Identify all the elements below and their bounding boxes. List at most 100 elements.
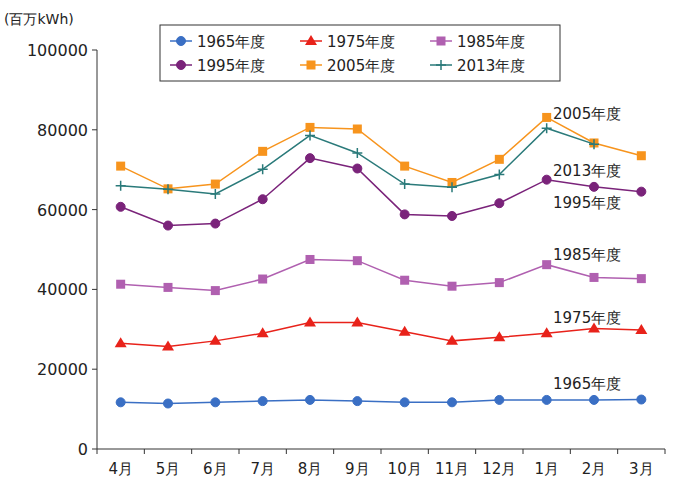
plot-area <box>115 113 648 408</box>
marker <box>116 181 126 191</box>
marker <box>116 280 125 289</box>
marker <box>353 164 362 173</box>
marker <box>351 317 363 327</box>
legend-label: 1975年度 <box>327 33 395 51</box>
y-tick <box>92 289 97 290</box>
marker <box>637 395 646 404</box>
x-tick <box>570 449 571 454</box>
marker <box>494 169 504 179</box>
marker <box>163 184 173 194</box>
marker <box>493 331 505 341</box>
marker <box>257 327 269 337</box>
y-tick <box>92 209 97 210</box>
marker <box>400 179 410 189</box>
marker <box>448 282 457 291</box>
x-tick <box>523 449 524 454</box>
marker <box>541 327 553 337</box>
marker <box>162 340 174 350</box>
y-tick-label: 20000 <box>37 360 88 379</box>
annotation: 2013年度 <box>553 162 621 180</box>
x-tick-label: 1月 <box>534 460 559 478</box>
x-tick <box>428 449 429 454</box>
marker <box>542 395 551 404</box>
x-tick-label: 8月 <box>298 460 323 478</box>
legend: 1965年度1975年度1985年度1995年度2005年度2013年度 <box>160 25 560 81</box>
legend-marker <box>177 37 186 46</box>
y-tick <box>92 129 97 130</box>
marker <box>353 125 362 134</box>
marker <box>495 199 504 208</box>
marker <box>447 182 457 192</box>
legend-marker <box>437 37 446 46</box>
marker <box>400 398 409 407</box>
x-tick-label: 10月 <box>388 460 422 478</box>
x-tick-label: 11月 <box>435 460 469 478</box>
series <box>116 123 599 199</box>
x-tick <box>381 449 382 454</box>
marker <box>542 175 551 184</box>
y-tick <box>92 50 97 51</box>
y-axis-label: (百万kWh) <box>4 11 74 27</box>
x-tick <box>191 449 192 454</box>
marker <box>542 113 551 122</box>
marker <box>115 337 127 347</box>
x-tick <box>475 449 476 454</box>
annotation: 1985年度 <box>553 246 621 264</box>
marker <box>637 151 646 160</box>
marker <box>258 397 267 406</box>
marker <box>211 286 220 295</box>
x-tick-label: 2月 <box>582 460 607 478</box>
marker <box>306 395 315 404</box>
marker <box>211 219 220 228</box>
legend-label: 2013年度 <box>457 57 525 75</box>
legend-label: 1985年度 <box>457 33 525 51</box>
marker <box>637 274 646 283</box>
x-tick-label: 12月 <box>482 460 516 478</box>
marker <box>306 255 315 264</box>
legend-marker <box>307 61 316 70</box>
marker <box>495 395 504 404</box>
marker <box>209 335 221 345</box>
marker <box>495 278 504 287</box>
marker <box>258 275 267 284</box>
marker <box>306 154 315 163</box>
x-tick <box>239 449 240 454</box>
marker <box>116 398 125 407</box>
legend-box <box>160 25 560 81</box>
marker <box>258 147 267 156</box>
marker <box>211 398 220 407</box>
y-tick-label: 60000 <box>37 201 88 220</box>
marker <box>400 162 409 171</box>
x-tick <box>333 449 334 454</box>
y-tick-label: 100000 <box>27 41 88 60</box>
marker <box>400 276 409 285</box>
y-tick <box>92 449 97 450</box>
marker <box>589 139 599 149</box>
x-tick <box>286 449 287 454</box>
annotation: 1975年度 <box>553 309 621 327</box>
marker <box>164 184 173 193</box>
y-tick <box>92 369 97 370</box>
legend-label: 1965年度 <box>197 33 265 51</box>
x-tick-label: 6月 <box>203 460 228 478</box>
marker <box>448 211 457 220</box>
x-tick <box>144 449 145 454</box>
annotation: 2005年度 <box>553 105 621 123</box>
marker <box>399 326 411 336</box>
y-tick-label: 0 <box>78 440 88 459</box>
x-tick <box>617 449 618 454</box>
marker <box>164 399 173 408</box>
marker <box>400 210 409 219</box>
marker <box>116 162 125 171</box>
legend-label: 2005年度 <box>327 57 395 75</box>
marker <box>448 398 457 407</box>
marker <box>590 273 599 282</box>
series <box>116 113 646 193</box>
marker <box>495 155 504 164</box>
annotation: 1995年度 <box>553 194 621 212</box>
marker <box>164 221 173 230</box>
marker <box>590 395 599 404</box>
marker <box>542 123 552 133</box>
y-tick-label: 80000 <box>37 121 88 140</box>
marker <box>353 397 362 406</box>
